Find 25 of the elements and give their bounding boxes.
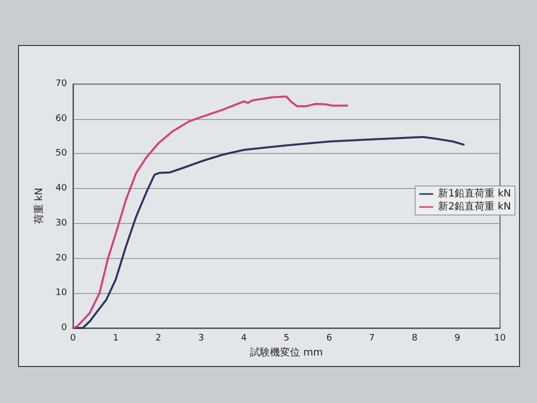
x-tick-label: 4 [240,334,247,344]
x-tick-label: 10 [494,334,506,344]
x-tick-label: 1 [112,334,119,344]
x-tick-label: 3 [198,334,204,344]
x-tick-label: 6 [326,334,332,344]
line-series [72,96,348,329]
x-tick-label: 8 [412,334,418,344]
x-tick-label: 0 [70,334,76,344]
legend-label: 新1鉛直荷重 kN [438,188,511,200]
y-axis-title: 荷重 kN [33,188,46,224]
y-tick-label: 10 [56,288,68,298]
y-tick-label: 40 [56,184,68,194]
y-tick-label: 30 [56,218,68,228]
x-tick-label: 9 [454,334,460,344]
x-tick-label: 5 [284,334,290,344]
line-series [72,136,465,329]
y-tick-label: 50 [56,148,68,159]
y-tick-label: 70 [56,79,68,89]
y-tick-label: 20 [56,253,68,264]
y-tick-label: 60 [56,114,68,124]
x-tick-label: 7 [369,334,375,344]
x-tick-label: 2 [156,334,162,344]
y-tick-label: 0 [61,323,68,333]
x-axis-title: 試験機変位 mm [250,346,323,358]
legend-label: 新2鉛直荷重 kN [438,200,511,212]
